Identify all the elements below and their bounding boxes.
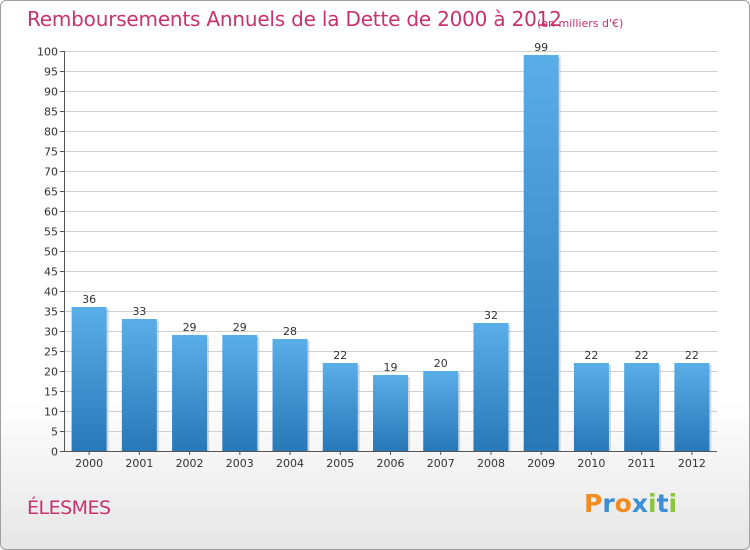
x-tick-label: 2012 [678,457,706,470]
y-tick-label: 75 [44,146,58,159]
y-tick-label: 70 [44,166,58,179]
x-tick-label: 2001 [125,457,153,470]
bar-value-label: 29 [233,321,247,334]
y-tick-label: 80 [44,126,58,139]
bar-value-label: 22 [635,349,649,362]
y-tick-label: 60 [44,206,58,219]
bar [272,339,308,451]
bar-value-label: 22 [333,349,347,362]
x-tick-label: 2003 [226,457,254,470]
x-tick-label: 2006 [377,457,405,470]
bar-value-label: 32 [484,309,498,322]
bar-value-label: 19 [384,361,398,374]
bar-value-label: 36 [82,293,96,306]
x-tick-label: 2007 [427,457,455,470]
commune-name: ÉLESMES [27,497,111,519]
y-tick-label: 40 [44,286,58,299]
y-tick-label: 0 [51,446,58,459]
proxiti-logo: Proxiti [584,489,677,518]
y-tick-label: 5 [51,426,58,439]
x-tick-label: 2005 [326,457,354,470]
logo-letter: r [602,489,615,518]
logo-letter: P [584,489,603,518]
y-tick-label: 55 [44,226,58,239]
y-tick-label: 35 [44,306,58,319]
bar-value-label: 33 [132,305,146,318]
x-tick-label: 2002 [176,457,204,470]
bar [573,363,609,451]
chart-title: Remboursements Annuels de la Dette de 20… [27,7,562,31]
y-tick-label: 25 [44,346,58,359]
y-tick-label: 20 [44,366,58,379]
bar-value-label: 22 [685,349,699,362]
bar-value-label: 29 [183,321,197,334]
x-tick-label: 2008 [477,457,505,470]
bar [373,375,408,451]
y-tick-label: 10 [44,406,58,419]
y-tick-label: 45 [44,266,58,279]
y-tick-label: 50 [44,246,58,259]
x-tick-label: 2009 [527,457,555,470]
x-tick-label: 2004 [276,457,304,470]
y-tick-label: 90 [44,86,58,99]
y-tick-label: 100 [37,46,58,59]
bar [423,371,459,451]
bar [523,55,559,451]
logo-letter: i [668,489,678,518]
y-tick-label: 30 [44,326,58,339]
y-tick-label: 15 [44,386,58,399]
y-tick-label: 85 [44,106,58,119]
logo-letter: o [614,489,632,518]
logo-letter: x [631,489,648,518]
bar [674,363,710,451]
x-tick-label: 2000 [75,457,103,470]
bar [121,319,157,451]
bar [624,363,660,451]
chart-unit: (en milliers d'€) [537,17,624,30]
y-tick-label: 65 [44,186,58,199]
bar-value-label: 28 [283,325,297,338]
logo-letter: i [648,489,657,518]
bar [71,307,107,451]
bar-value-label: 22 [584,349,598,362]
x-tick-label: 2010 [577,457,605,470]
bar [222,335,258,451]
bar [322,363,358,451]
x-tick-label: 2011 [628,457,656,470]
bar [172,335,208,451]
bar-value-label: 99 [534,41,548,54]
logo-letter: t [656,489,669,518]
y-tick-label: 95 [44,66,58,79]
bar-value-label: 20 [434,357,448,370]
bar [473,323,509,451]
